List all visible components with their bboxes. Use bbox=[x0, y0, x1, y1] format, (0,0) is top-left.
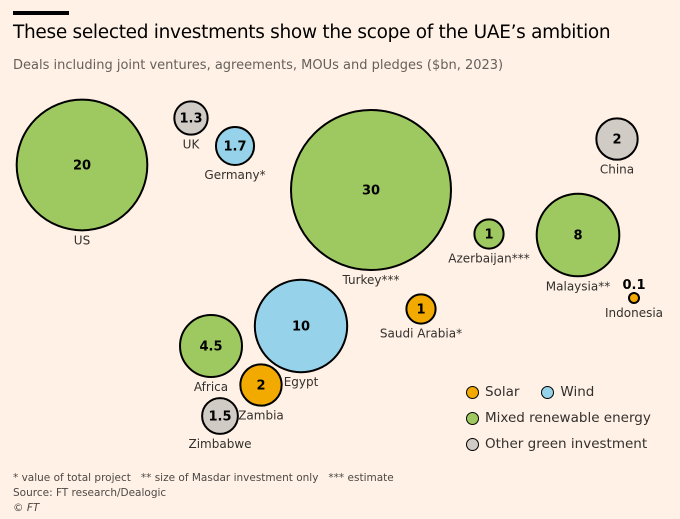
legend-label-mixed: Mixed renewable energy bbox=[485, 410, 651, 426]
bubble-china: 2 China bbox=[595, 117, 639, 177]
bubble-label-uk: UK bbox=[183, 138, 201, 152]
legend-item-mixed: Mixed renewable energy bbox=[466, 410, 651, 426]
bubble-saudi-arabia: 1 Saudi Arabia* bbox=[380, 293, 462, 341]
legend-row-2: Mixed renewable energy bbox=[466, 405, 673, 431]
bubble-malaysia: 8 Malaysia** bbox=[535, 192, 621, 293]
bubble-indonesia: 0.1 Indonesia bbox=[605, 278, 663, 320]
legend: Solar Wind Mixed renewable energy Other … bbox=[466, 379, 673, 457]
bubble-turkey: 30 Turkey*** bbox=[290, 109, 452, 287]
bubble-value-turkey: 30 bbox=[362, 184, 380, 199]
bubble-label-china: China bbox=[600, 163, 634, 177]
bubble-circle-zimbabwe bbox=[201, 397, 239, 435]
legend-swatch-solar bbox=[466, 385, 479, 399]
bubble-label-indonesia: Indonesia bbox=[605, 306, 663, 320]
bubble-zambia: 2 Zambia bbox=[238, 363, 284, 423]
bubble-value-saudi-arabia: 1 bbox=[416, 303, 425, 318]
bubble-label-africa: Africa bbox=[194, 380, 228, 394]
bubble-zimbabwe: 1.5 Zimbabwe bbox=[188, 397, 252, 451]
bubble-circle-germany bbox=[214, 125, 256, 167]
top-rule bbox=[13, 11, 69, 15]
bubble-germany: 1.7 Germany* bbox=[204, 125, 266, 182]
bubble-label-egypt: Egypt bbox=[284, 375, 319, 389]
bubble-value-azerbaijan: 1 bbox=[484, 228, 493, 243]
legend-swatch-mixed bbox=[466, 411, 479, 425]
bubble-circle-egypt bbox=[253, 278, 349, 374]
bubble-label-saudi-arabia: Saudi Arabia* bbox=[380, 327, 462, 341]
bubble-value-indonesia: 0.1 bbox=[622, 278, 645, 293]
bubble-uk: 1.3 UK bbox=[173, 100, 209, 152]
legend-item-other: Other green investment bbox=[466, 436, 647, 452]
bubble-label-turkey: Turkey*** bbox=[341, 273, 399, 287]
bubble-circle-africa bbox=[179, 314, 243, 378]
legend-swatch-wind bbox=[541, 385, 555, 399]
bubble-value-china: 2 bbox=[612, 133, 621, 148]
bubble-value-africa: 4.5 bbox=[199, 340, 222, 355]
legend-item-solar: Solar bbox=[466, 384, 519, 400]
bubble-circle-saudi-arabia bbox=[405, 293, 437, 325]
bubble-us: 20 US bbox=[15, 98, 149, 247]
legend-item-wind: Wind bbox=[541, 384, 594, 400]
bubble-circle-indonesia bbox=[628, 292, 640, 304]
legend-label-wind: Wind bbox=[560, 384, 595, 400]
bubble-azerbaijan: 1 Azerbaijan*** bbox=[448, 218, 530, 266]
bubble-circle-zambia bbox=[239, 363, 283, 407]
bubble-label-azerbaijan: Azerbaijan*** bbox=[448, 252, 529, 266]
credit: © FT bbox=[13, 502, 40, 514]
bubble-africa: 4.5 Africa bbox=[179, 314, 243, 394]
bubble-value-egypt: 10 bbox=[292, 320, 310, 335]
bubble-circle-us bbox=[15, 98, 149, 232]
legend-label-other: Other green investment bbox=[485, 436, 648, 452]
bubble-value-malaysia: 8 bbox=[573, 229, 582, 244]
bubble-label-us: US bbox=[74, 233, 90, 247]
footer: * value of total project ** size of Masd… bbox=[13, 471, 394, 516]
bubble-circle-azerbaijan bbox=[473, 218, 505, 250]
chart-title: These selected investments show the scop… bbox=[13, 22, 611, 43]
chart-subtitle: Deals including joint ventures, agreemen… bbox=[13, 58, 504, 73]
bubble-value-us: 20 bbox=[73, 159, 91, 174]
legend-row-1: Solar Wind bbox=[466, 379, 673, 405]
bubble-circle-malaysia bbox=[535, 192, 621, 278]
bubble-egypt: 10 Egypt bbox=[253, 278, 349, 389]
bubble-circle-uk bbox=[173, 100, 209, 136]
bubble-label-zimbabwe: Zimbabwe bbox=[188, 437, 251, 451]
bubble-label-malaysia: Malaysia** bbox=[546, 279, 610, 293]
bubble-label-germany: Germany* bbox=[204, 168, 265, 182]
legend-swatch-other bbox=[466, 437, 479, 451]
bubble-value-germany: 1.7 bbox=[223, 140, 246, 155]
bubble-value-uk: 1.3 bbox=[179, 112, 202, 127]
bubble-label-zambia: Zambia bbox=[238, 409, 284, 423]
bubble-circle-china bbox=[595, 117, 639, 161]
bubble-value-zambia: 2 bbox=[256, 379, 265, 394]
bubble-circle-turkey bbox=[290, 109, 452, 271]
legend-row-3: Other green investment bbox=[466, 431, 673, 457]
source-note: Source: FT research/Dealogic bbox=[13, 487, 167, 499]
footnote: * value of total project ** size of Masd… bbox=[13, 472, 394, 484]
legend-label-solar: Solar bbox=[485, 384, 520, 400]
bubble-value-zimbabwe: 1.5 bbox=[208, 410, 231, 425]
